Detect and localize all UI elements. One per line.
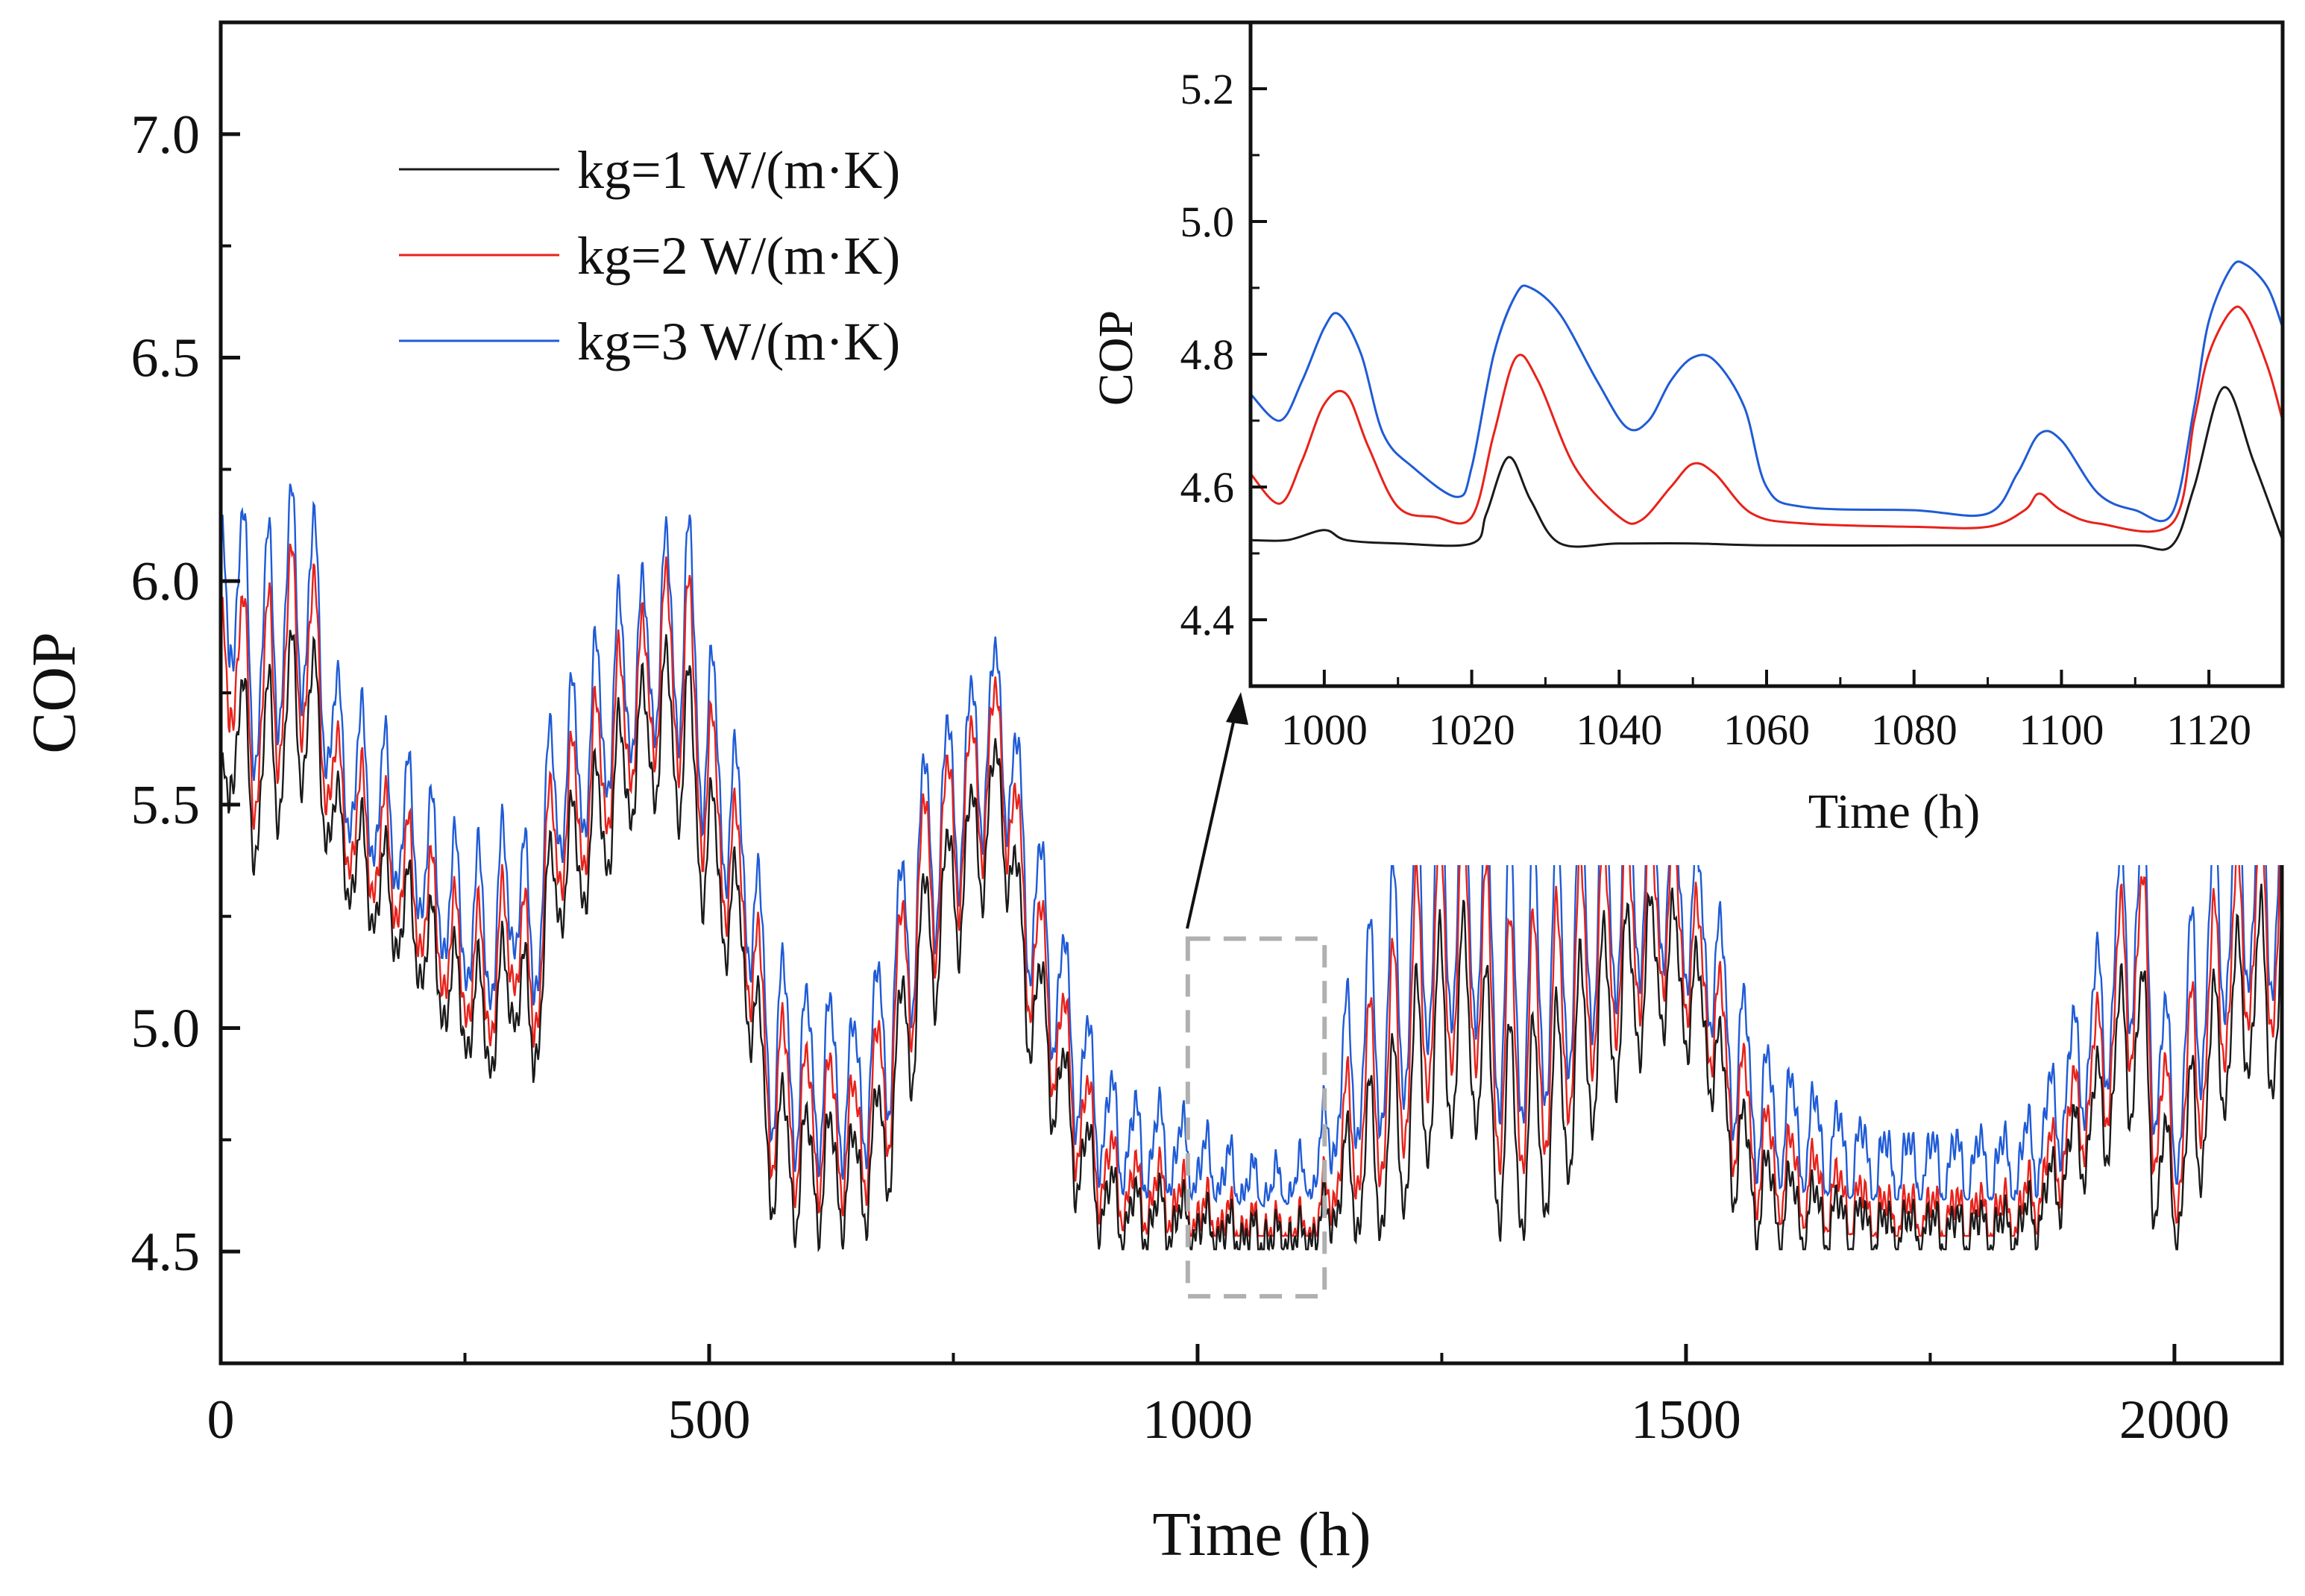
- legend-label-kg2: kg=2 W/(m·K): [577, 226, 900, 286]
- inset-series-line-2: [1251, 305, 2283, 533]
- main-series-line-2: [221, 543, 2282, 1240]
- inset-y-tick-label: 4.8: [1180, 330, 1235, 379]
- legend-label-kg3: kg=3 W/(m·K): [577, 312, 900, 371]
- y-tick-label: 4.5: [131, 1222, 201, 1283]
- x-tick-label: 0: [207, 1389, 235, 1451]
- inset-series-line-1: [1251, 386, 2283, 551]
- inset-pointer-arrow: [1186, 711, 1237, 929]
- inset-y-tick-label: 5.0: [1180, 198, 1235, 246]
- x-tick-label: 1500: [1631, 1389, 1741, 1451]
- inset-x-tick-label: 1120: [2166, 706, 2251, 754]
- x-tick-label: 1000: [1142, 1389, 1253, 1451]
- inset-y-axis-title: COP: [1089, 310, 1143, 406]
- main-series-group: [221, 483, 2282, 1253]
- y-axis-title: COP: [19, 632, 89, 753]
- y-tick-label: 6.5: [131, 328, 201, 389]
- y-tick-label: 5.5: [131, 775, 201, 836]
- inset-x-tick-label: 1060: [1723, 706, 1810, 754]
- inset-series-group: [1251, 260, 2283, 551]
- inset-x-axis-title: Time (h): [1808, 785, 1980, 839]
- zoom-highlight-box: [1185, 936, 1327, 1299]
- x-axis-title: Time (h): [1152, 1500, 1371, 1569]
- inset-x-tick-label: 1080: [1871, 706, 1957, 754]
- legend: kg=1 W/(m·K) kg=2 W/(m·K) kg=3 W/(m·K): [399, 140, 900, 371]
- y-tick-label: 7.0: [131, 104, 201, 166]
- inset-x-tick-label: 1040: [1576, 706, 1662, 754]
- y-tick-label: 5.0: [131, 999, 201, 1060]
- main-series-line-3: [221, 483, 2282, 1208]
- inset-y-tick-label: 5.2: [1180, 65, 1235, 113]
- inset-y-tick-label: 4.6: [1180, 463, 1235, 512]
- y-tick-label: 6.0: [131, 551, 201, 612]
- x-tick-label: 2000: [2119, 1389, 2230, 1451]
- inset-x-tick-label: 1000: [1281, 706, 1368, 754]
- main-series-line-1: [221, 629, 2282, 1253]
- inset-x-tick-label: 1020: [1429, 706, 1515, 754]
- inset-pointer-arrowhead: [1226, 692, 1248, 725]
- inset-series-line-3: [1251, 260, 2283, 523]
- inset-y-tick-label: 4.4: [1180, 596, 1235, 644]
- inset-background: [1251, 22, 2286, 865]
- inset-x-tick-label: 1100: [2019, 706, 2104, 754]
- x-tick-label: 500: [667, 1389, 750, 1451]
- legend-label-kg1: kg=1 W/(m·K): [577, 140, 900, 200]
